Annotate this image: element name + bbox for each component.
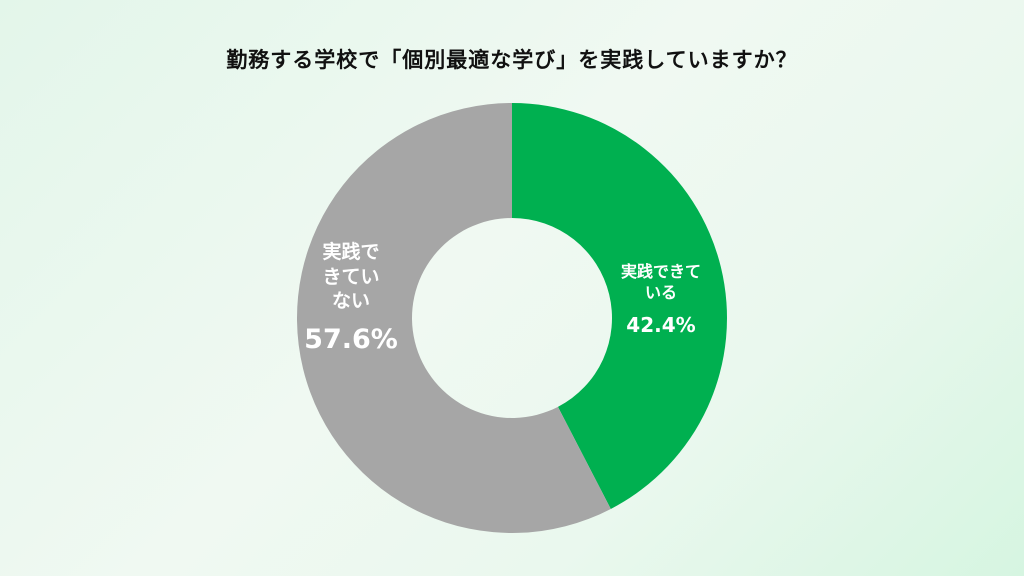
donut-slice-1 bbox=[297, 103, 611, 533]
slice-label-gray: 実践できていない 57.6% bbox=[304, 240, 398, 357]
slice-label-text: 実践できている bbox=[620, 262, 701, 302]
chart-title: 勤務する学校で「個別最適な学び」を実践していますか？ bbox=[226, 48, 798, 72]
donut-slice-0 bbox=[512, 102, 728, 509]
slice-label-text: 実践できていない bbox=[322, 241, 380, 313]
slice-value-label: 42.4% bbox=[626, 312, 696, 337]
slice-value-label: 57.6% bbox=[304, 324, 398, 356]
slice-label-green: 実践できている 42.4% bbox=[615, 262, 707, 338]
